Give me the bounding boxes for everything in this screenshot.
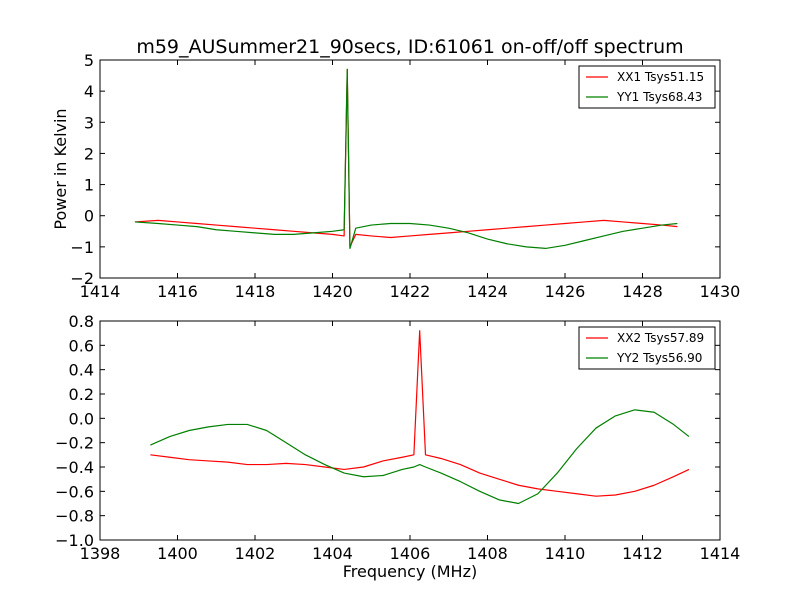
x-tick-label: 1414 (80, 282, 121, 301)
y-tick-label: −1 (70, 238, 94, 257)
y-tick-label: −1.0 (55, 531, 94, 550)
y-tick-label: 0.4 (69, 361, 94, 380)
series-line-2 (150, 409, 690, 505)
x-tick-label: 1400 (157, 544, 198, 563)
x-tick-label: 1424 (467, 282, 508, 301)
y-tick-label: 0.0 (69, 409, 94, 428)
legend: XX2 Tsys57.89 YY2 Tsys56.90 (578, 326, 716, 370)
x-tick-label: 1406 (390, 544, 431, 563)
x-tick-label: 1408 (467, 544, 508, 563)
y-tick-label: 0.8 (69, 312, 94, 331)
series-line-1 (150, 330, 690, 497)
x-tick-label: 1428 (622, 282, 663, 301)
legend-label: XX1 Tsys51.15 (617, 70, 704, 84)
legend-label: YY1 Tsys68.43 (616, 90, 702, 104)
x-tick-label: 1410 (545, 544, 586, 563)
legend-box (578, 326, 716, 370)
x-tick-label: 1412 (622, 544, 663, 563)
y-tick-label: 0.6 (69, 336, 94, 355)
x-tick-label: 1422 (390, 282, 431, 301)
series-line-1 (134, 68, 678, 248)
x-tick-label: 1398 (80, 544, 121, 563)
x-tick-label: 1404 (312, 544, 353, 563)
y-tick-label: 2 (84, 144, 94, 163)
y-tick-label: 3 (84, 113, 94, 132)
y-axis-label: Power in Kelvin (51, 108, 70, 229)
x-tick-label: 1414 (700, 544, 741, 563)
x-tick-label: 1420 (312, 282, 353, 301)
y-tick-label: 1 (84, 176, 94, 195)
y-tick-label: 4 (84, 82, 94, 101)
legend-box (578, 65, 716, 109)
y-tick-label: 0 (84, 207, 94, 226)
legend: XX1 Tsys51.15 YY1 Tsys68.43 (578, 65, 716, 109)
bottom-panel: 1398 1400 1402 1404 1406 1408 1410 1412 1414 −1.0… (55, 312, 740, 563)
x-axis-label: Frequency (MHz) (343, 562, 477, 581)
y-tick-label: 5 (84, 51, 94, 70)
y-tick-label: −0.6 (55, 482, 94, 501)
x-tick-label: 1418 (235, 282, 276, 301)
y-tick-label: −0.8 (55, 507, 94, 526)
legend-label: YY2 Tsys56.90 (616, 351, 702, 365)
x-tick-label: 1402 (235, 544, 276, 563)
x-tick-label: 1430 (700, 282, 741, 301)
series-line-2 (134, 68, 678, 250)
figure-title: m59_AUSummer21_90secs, ID:61061 on-off/o… (136, 36, 683, 58)
y-tick-label: −0.4 (55, 458, 94, 477)
legend-label: XX2 Tsys57.89 (617, 331, 704, 345)
x-tick-label: 1426 (545, 282, 586, 301)
y-tick-label: 0.2 (69, 385, 94, 404)
top-panel: 1414 1416 1418 1420 1422 1424 1426 1428 1430−2−1… (51, 51, 740, 301)
y-tick-label: −2 (70, 269, 94, 288)
x-tick-label: 1416 (157, 282, 198, 301)
y-tick-label: −0.2 (55, 434, 94, 453)
